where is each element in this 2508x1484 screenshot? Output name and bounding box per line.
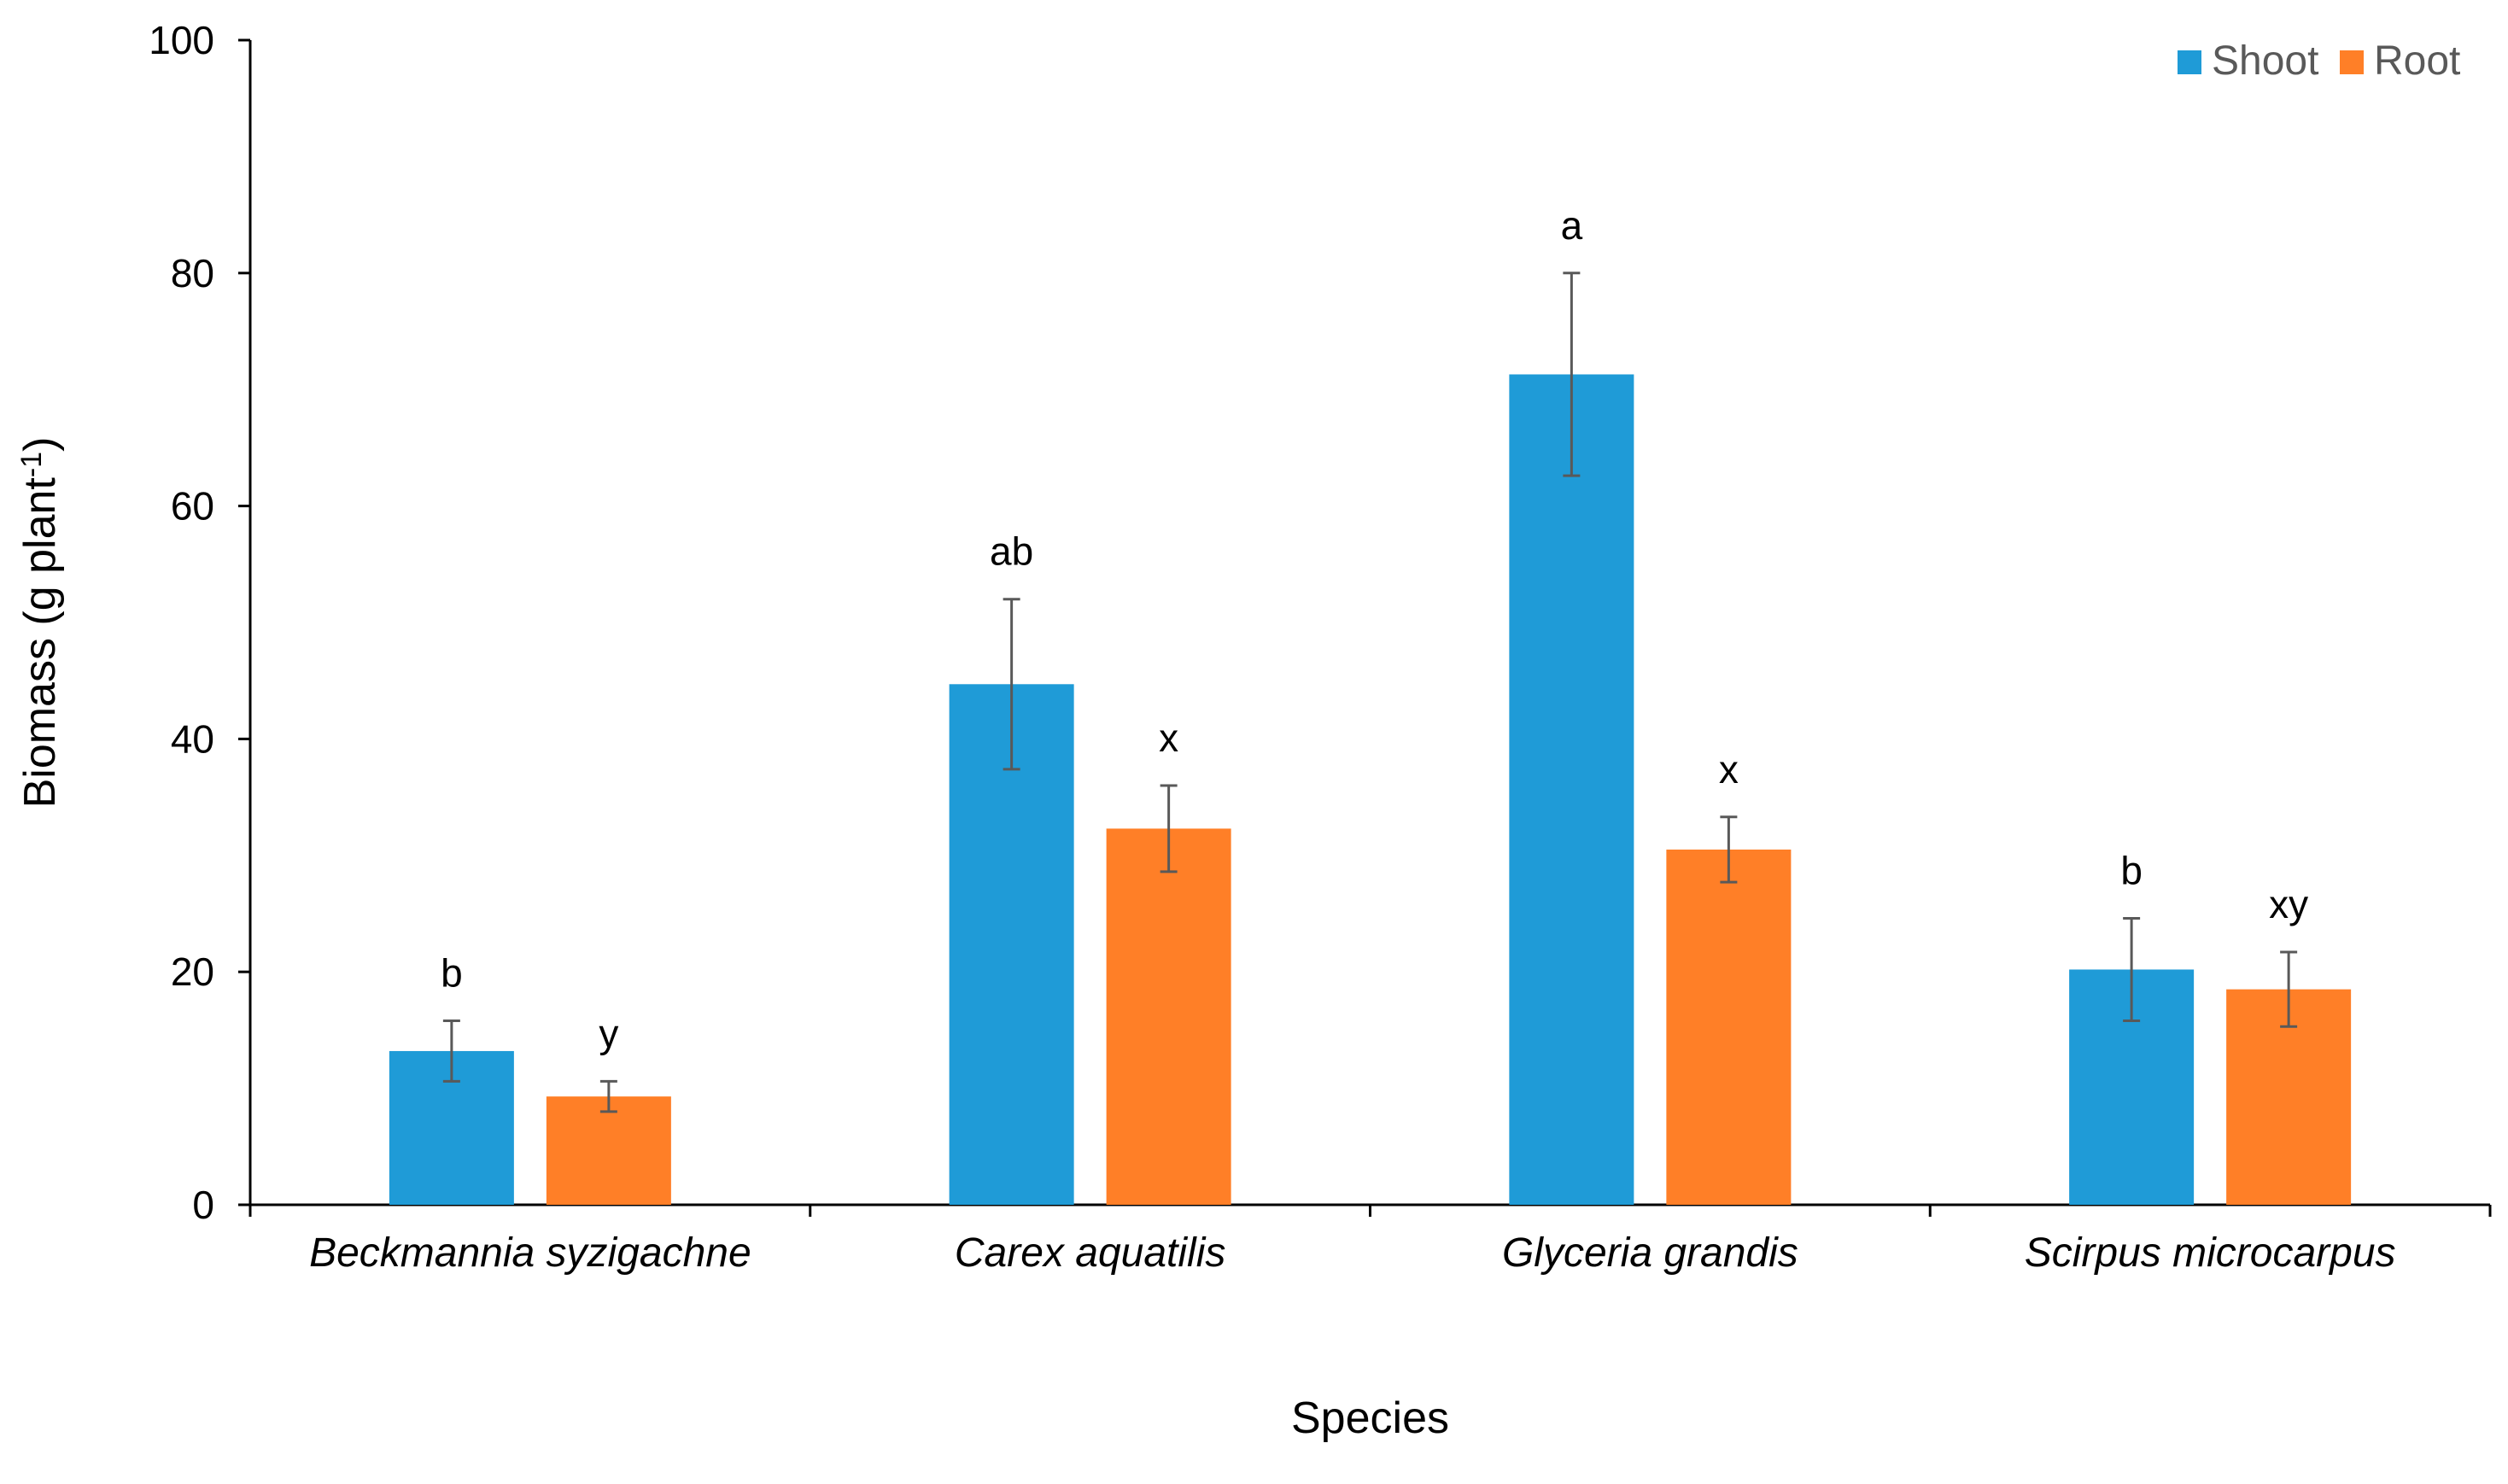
legend-swatch-shoot xyxy=(2178,50,2201,74)
legend-label-root: Root xyxy=(2374,38,2460,84)
bar-shoot xyxy=(1509,374,1634,1205)
x-axis-title: Species xyxy=(1291,1393,1449,1443)
y-tick-label: 40 xyxy=(171,716,214,761)
significance-label: y xyxy=(599,1011,618,1055)
y-tick-label: 60 xyxy=(171,484,214,529)
significance-label: a xyxy=(1561,203,1583,248)
bar-root xyxy=(1106,828,1231,1205)
legend-label-shoot: Shoot xyxy=(2212,38,2318,84)
significance-label: xy xyxy=(2269,882,2308,926)
x-category-label: Scirpus microcarpus xyxy=(2025,1230,2396,1276)
legend-swatch-root xyxy=(2340,50,2364,74)
x-category-label: Beckmannia syzigachne xyxy=(309,1230,751,1276)
bar-shoot xyxy=(949,684,1074,1205)
y-tick-label: 0 xyxy=(192,1183,214,1227)
y-tick-label: 100 xyxy=(149,18,214,62)
significance-label: b xyxy=(441,950,463,995)
significance-label: ab xyxy=(990,529,1033,574)
bar-root xyxy=(546,1096,671,1205)
y-tick-label: 20 xyxy=(171,949,214,994)
y-tick-label: 80 xyxy=(171,251,214,295)
significance-label: x xyxy=(1719,747,1739,792)
x-category-label: Carex aquatilis xyxy=(955,1230,1225,1276)
plot-area: 0 20 40 60 80 100 Beckmannia syzigachne b y Carex… xyxy=(149,18,2492,1276)
significance-label: x xyxy=(1159,716,1178,760)
y-axis-title-main: Biomass (g plant xyxy=(15,477,65,809)
y-axis-title-superscript: -1 xyxy=(15,452,48,477)
y-axis-title-close: ) xyxy=(15,437,65,452)
bar-root xyxy=(1666,849,1792,1205)
y-axis-title: Biomass (g plant-1) xyxy=(15,437,65,809)
x-category-label: Glyceria grandis xyxy=(1502,1230,1798,1276)
significance-label: b xyxy=(2120,848,2143,892)
legend: Shoot Root xyxy=(2178,38,2460,84)
